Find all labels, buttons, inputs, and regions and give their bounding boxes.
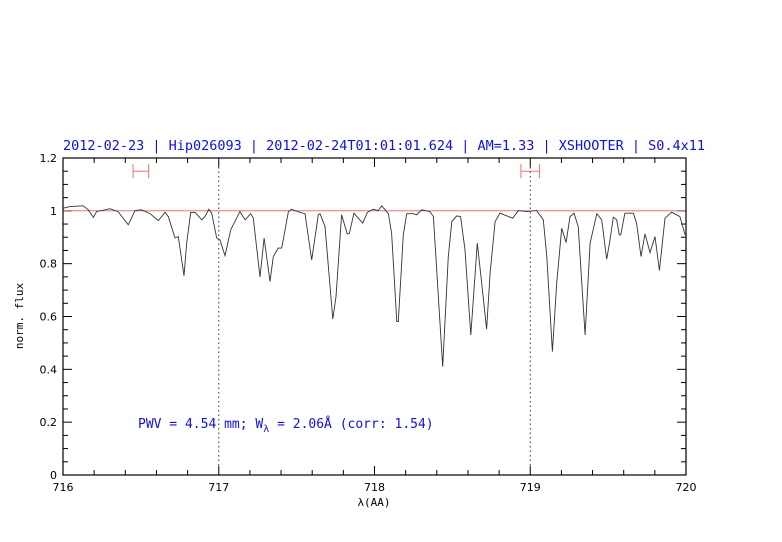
x-tick-label: 718 [364,481,385,494]
pwv-annotation: PWV = 4.54 mm; Wλ = 2.06Å (corr: 1.54) [138,416,434,435]
x-tick-label: 719 [520,481,541,494]
y-axis-label: norm. flux [13,283,26,350]
y-tick-label: 0.2 [40,416,58,429]
y-tick-label: 0.6 [40,311,58,324]
marks-group [63,158,686,475]
x-axis-label: λ(AA) [357,496,390,509]
x-tick-label: 716 [53,481,74,494]
plot-frame [62,157,687,476]
y-tick-label: 1.2 [40,152,58,165]
spectrum-line [63,205,686,367]
y-tick-label: 0 [50,469,57,482]
x-tick-label: 720 [676,481,697,494]
axes-group: 716 717 718 719 720 0 0.2 0.4 0.6 0.8 1 1.2 [40,152,697,494]
y-tick-label: 0.4 [40,363,58,376]
chart-title: 2012-02-23 | Hip026093 | 2012-02-24T01:0… [63,138,705,154]
x-tick-label: 717 [208,481,229,494]
y-tick-label: 0.8 [40,258,58,271]
y-tick-label: 1 [50,205,57,218]
